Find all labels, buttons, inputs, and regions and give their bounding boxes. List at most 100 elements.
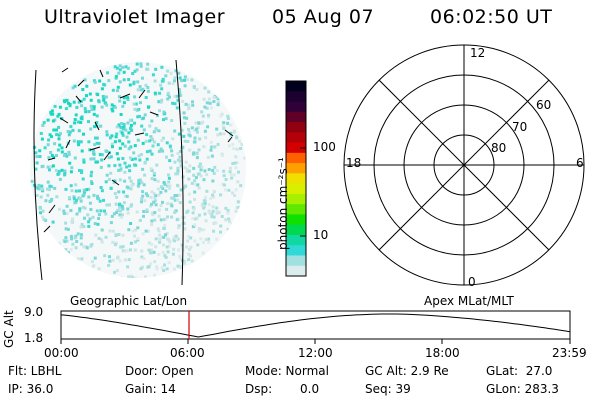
image-pixel bbox=[41, 215, 45, 219]
image-pixel bbox=[211, 179, 215, 183]
altitude-axis-title: GC Alt bbox=[2, 310, 16, 348]
image-pixel bbox=[224, 188, 228, 192]
image-pixel bbox=[110, 142, 114, 146]
image-pixel bbox=[224, 178, 228, 181]
image-pixel bbox=[135, 108, 139, 112]
image-pixel bbox=[195, 151, 199, 155]
mlat-label-80: 80 bbox=[491, 141, 507, 155]
image-pixel bbox=[73, 156, 77, 160]
image-pixel bbox=[152, 130, 156, 134]
image-pixel bbox=[82, 160, 86, 164]
image-pixel bbox=[209, 148, 213, 152]
mlt-label-18: 18 bbox=[346, 156, 362, 170]
image-pixel bbox=[166, 237, 170, 241]
image-pixel bbox=[177, 248, 180, 252]
image-pixel bbox=[65, 239, 69, 243]
image-pixel bbox=[123, 170, 127, 174]
image-pixel bbox=[162, 243, 165, 247]
mlat-label-60: 60 bbox=[536, 98, 552, 112]
image-pixel bbox=[111, 240, 115, 244]
image-pixel bbox=[56, 114, 60, 118]
image-pixel bbox=[241, 143, 245, 147]
image-pixel bbox=[237, 170, 240, 174]
image-pixel bbox=[205, 101, 209, 105]
image-pixel bbox=[107, 177, 111, 181]
image-pixel bbox=[226, 228, 230, 231]
image-pixel bbox=[167, 81, 171, 85]
image-pixel bbox=[35, 161, 39, 165]
image-pixel bbox=[212, 171, 216, 175]
image-pixel bbox=[189, 254, 192, 258]
image-pixel bbox=[160, 235, 164, 239]
image-pixel bbox=[82, 132, 85, 136]
colorbar-segment bbox=[286, 91, 306, 103]
image-pixel bbox=[188, 148, 192, 152]
image-pixel bbox=[236, 161, 239, 165]
image-pixel bbox=[88, 217, 92, 221]
image-pixel bbox=[113, 179, 117, 183]
image-pixel bbox=[188, 248, 191, 251]
image-pixel bbox=[85, 246, 89, 250]
image-pixel bbox=[127, 258, 131, 262]
image-pixel bbox=[117, 95, 121, 99]
image-pixel bbox=[211, 209, 215, 213]
image-pixel bbox=[182, 134, 186, 138]
image-pixel bbox=[126, 211, 130, 215]
image-pixel bbox=[65, 204, 69, 208]
image-pixel bbox=[109, 171, 113, 175]
image-pixel bbox=[193, 190, 197, 194]
image-pixel bbox=[235, 136, 239, 140]
image-pixel bbox=[60, 146, 64, 150]
image-pixel bbox=[92, 157, 96, 161]
image-pixel bbox=[120, 276, 123, 278]
image-pixel bbox=[121, 233, 125, 237]
image-pixel bbox=[128, 164, 131, 168]
image-pixel bbox=[179, 257, 183, 261]
image-pixel bbox=[94, 233, 98, 237]
image-pixel bbox=[51, 164, 55, 168]
image-pixel bbox=[90, 180, 93, 184]
image-pixel bbox=[193, 128, 197, 132]
image-pixel bbox=[100, 153, 104, 157]
image-pixel bbox=[88, 148, 92, 152]
image-pixel bbox=[166, 91, 170, 95]
image-pixel bbox=[207, 168, 211, 171]
image-pixel bbox=[177, 88, 181, 91]
image-pixel bbox=[37, 183, 41, 187]
image-pixel bbox=[233, 194, 237, 197]
image-pixel bbox=[138, 85, 142, 89]
image-pixel bbox=[98, 79, 102, 83]
observation-date: 05 Aug 07 bbox=[272, 6, 375, 28]
image-pixel bbox=[150, 202, 154, 206]
image-pixel bbox=[76, 232, 80, 236]
image-pixel bbox=[205, 106, 209, 110]
image-pixel bbox=[198, 162, 202, 166]
image-pixel bbox=[152, 250, 156, 254]
image-pixel bbox=[75, 198, 78, 202]
image-pixel bbox=[85, 94, 88, 98]
image-pixel bbox=[150, 248, 153, 252]
image-pixel bbox=[92, 112, 96, 116]
image-pixel bbox=[89, 127, 93, 131]
image-pixel bbox=[192, 140, 196, 144]
image-pixel bbox=[190, 78, 194, 82]
image-pixel bbox=[228, 170, 232, 174]
image-pixel bbox=[192, 166, 196, 170]
image-pixel bbox=[219, 114, 223, 118]
image-pixel bbox=[190, 126, 194, 130]
image-pixel bbox=[158, 91, 162, 95]
image-pixel bbox=[118, 205, 122, 209]
image-pixel bbox=[188, 164, 192, 168]
image-pixel bbox=[130, 128, 134, 132]
image-pixel bbox=[164, 74, 168, 78]
image-pixel bbox=[78, 140, 82, 144]
image-pixel bbox=[133, 248, 137, 252]
image-pixel bbox=[87, 187, 91, 191]
image-pixel bbox=[83, 206, 87, 210]
image-pixel bbox=[162, 218, 166, 222]
image-pixel bbox=[114, 76, 118, 80]
image-pixel bbox=[140, 181, 144, 185]
image-pixel bbox=[200, 110, 204, 114]
image-pixel bbox=[113, 65, 117, 69]
image-pixel bbox=[207, 97, 211, 101]
